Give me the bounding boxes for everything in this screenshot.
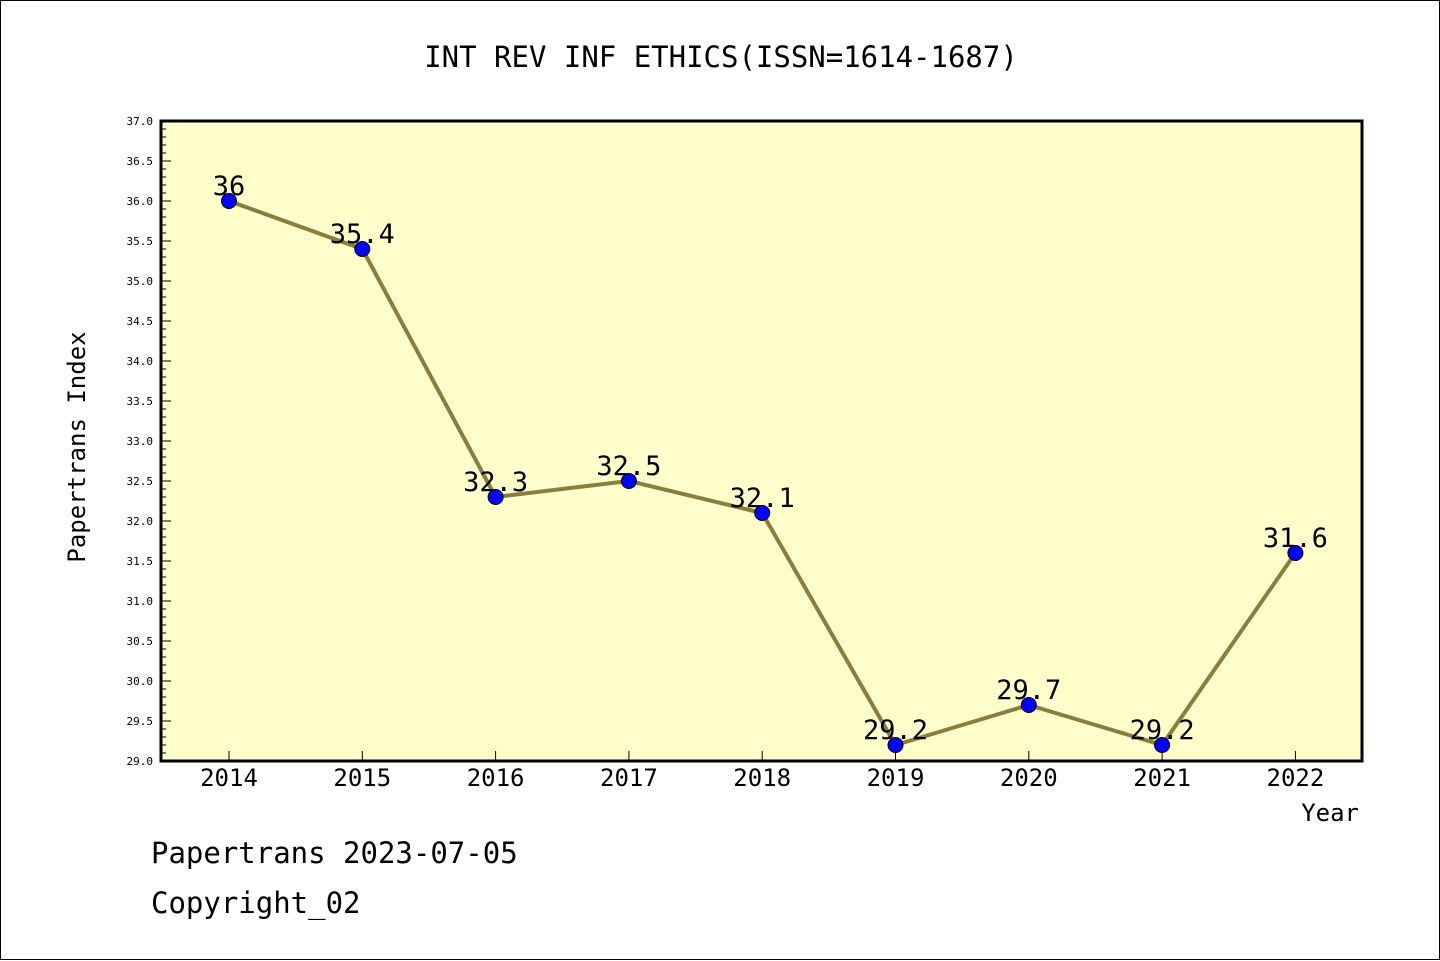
data-point-marker [754,505,771,521]
x-tick-label: 2018 [733,764,791,792]
y-tick-label: 35.5 [127,235,154,248]
data-point-marker [221,193,237,209]
data-label: 36 [213,171,246,202]
plot-border [159,119,1364,763]
data-point-marker [620,473,637,489]
x-tick-label: 2014 [200,764,258,792]
data-label: 29.2 [863,715,928,746]
data-label: 29.2 [1130,715,1195,746]
y-tick-label: 33.0 [127,435,154,448]
y-tick-label: 36.5 [127,155,154,168]
data-label: 35.4 [330,219,395,250]
x-tick-label: 2015 [333,764,391,792]
x-tick-label: 2017 [600,764,658,792]
data-label: 31.6 [1263,523,1328,554]
x-tick-label: 2022 [1267,764,1325,792]
x-tick-label: 2020 [1000,764,1058,792]
y-tick-label: 34.5 [127,315,154,328]
data-point-marker [1154,737,1171,753]
data-label: 32.1 [730,483,795,514]
data-point-marker [1020,697,1037,713]
y-tick-label: 35.0 [127,275,154,288]
y-tick-label: 32.5 [127,475,154,488]
data-point-marker [354,241,371,257]
x-axis-ticks: 2014 2015 2016 2017 2018 2019 2020 2021 2022 [200,751,1324,792]
data-point-marker [887,737,904,753]
y-axis-ticks: 29.0 29.5 30.0 30.5 31.0 31.5 32.0 32.5 33.0 33.5… [127,115,171,768]
data-point-marker [487,489,504,505]
y-tick-label: 30.0 [127,675,154,688]
data-label: 29.7 [996,675,1061,706]
y-tick-label: 31.0 [127,595,154,608]
y-tick-label: 37.0 [127,115,154,128]
y-tick-label: 36.0 [127,195,154,208]
footer-date-text: Papertrans 2023-07-05 [151,836,518,870]
x-tick-label: 2021 [1133,764,1191,792]
series-layer [221,193,1304,753]
y-tick-label: 30.5 [127,635,154,648]
data-label: 32.5 [596,451,661,482]
x-axis-label: Year [1301,799,1359,827]
chart-title: INT REV INF ETHICS(ISSN=1614-1687) [424,40,1018,74]
data-label: 32.3 [463,467,528,498]
plot-area [161,121,1362,761]
x-tick-label: 2016 [467,764,525,792]
y-tick-label: 32.0 [127,515,154,528]
y-axis-label: Papertrans Index [63,331,91,562]
footer-copyright-text: Copyright_02 [151,886,361,920]
y-tick-label: 29.0 [127,755,154,768]
y-tick-label: 33.5 [127,395,154,408]
y-tick-label: 34.0 [127,355,154,368]
y-tick-label: 29.5 [127,715,154,728]
data-labels-layer: 36 35.4 32.3 32.5 32.1 29.2 29.7 29.2 31.6 [213,171,1328,746]
y-tick-label: 31.5 [127,555,154,568]
x-tick-label: 2019 [867,764,925,792]
data-point-marker [1287,545,1304,561]
